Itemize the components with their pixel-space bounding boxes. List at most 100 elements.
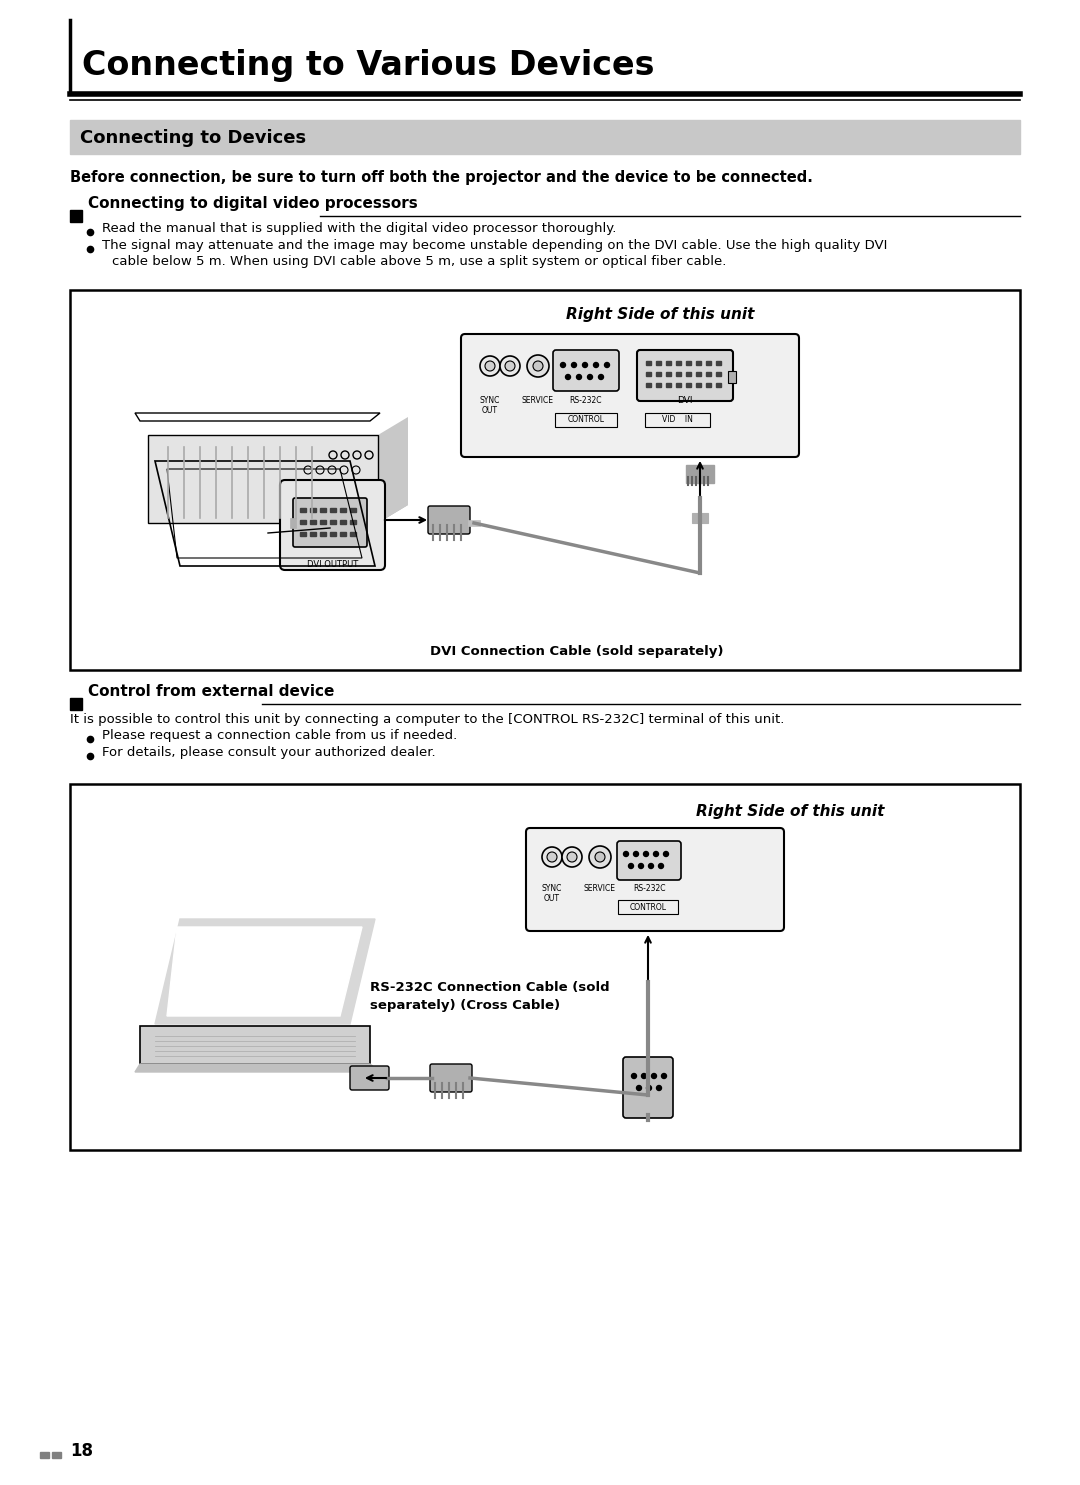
Circle shape [653,851,659,857]
Bar [148,435,378,523]
FancyBboxPatch shape [526,829,784,931]
Text: The signal may attenuate and the image may become unstable depending on the DVI : The signal may attenuate and the image m… [102,239,888,252]
Text: Please request a connection cable from us if needed.: Please request a connection cable from u… [102,729,457,742]
Bar [340,508,346,512]
Bar [70,209,82,221]
Text: CONTROL: CONTROL [630,903,666,912]
Bar [645,413,710,428]
Circle shape [534,361,543,371]
Circle shape [647,1086,651,1090]
Bar [300,508,306,512]
Circle shape [562,846,582,867]
Polygon shape [148,505,408,523]
Bar [618,900,678,913]
Bar [676,361,681,365]
Bar [468,520,480,526]
FancyBboxPatch shape [293,497,367,546]
Bar [666,361,671,365]
Bar [330,508,336,512]
Bar [656,373,661,376]
Bar [646,361,651,365]
Bar [696,361,701,365]
Bar [310,532,316,536]
Bar [70,290,1020,670]
Bar [656,361,661,365]
Bar [330,532,336,536]
FancyBboxPatch shape [430,1063,472,1091]
Circle shape [648,863,653,869]
FancyBboxPatch shape [617,841,681,881]
Bar [300,520,306,524]
Text: DVI Connection Cable (sold separately): DVI Connection Cable (sold separately) [430,644,724,658]
Bar [666,383,671,388]
Bar [656,383,661,388]
Bar [686,465,714,483]
Bar [696,383,701,388]
Circle shape [571,362,577,367]
FancyBboxPatch shape [461,334,799,457]
Bar [320,520,326,524]
Circle shape [546,852,557,861]
Bar [676,373,681,376]
Circle shape [623,851,629,857]
Circle shape [542,846,562,867]
FancyBboxPatch shape [350,1066,389,1090]
Bar [291,518,296,529]
Circle shape [505,361,515,371]
Circle shape [644,851,648,857]
Bar [686,361,691,365]
Bar [320,508,326,512]
Circle shape [659,863,663,869]
Circle shape [595,852,605,861]
Bar [340,532,346,536]
Circle shape [561,362,566,367]
Bar [350,508,356,512]
Circle shape [588,374,593,380]
Text: cable below 5 m. When using DVI cable above 5 m, use a split system or optical f: cable below 5 m. When using DVI cable ab… [112,255,727,267]
Circle shape [663,851,669,857]
Bar [716,361,721,365]
Bar [70,120,1020,154]
Bar [676,383,681,388]
Text: Connecting to digital video processors: Connecting to digital video processors [87,196,418,211]
Circle shape [480,356,500,376]
Circle shape [594,362,598,367]
Circle shape [636,1086,642,1090]
Bar [320,532,326,536]
Text: RS-232C: RS-232C [633,884,665,892]
FancyBboxPatch shape [553,350,619,391]
Bar [716,373,721,376]
Polygon shape [156,919,375,1025]
Circle shape [527,355,549,377]
Bar [696,373,701,376]
Text: For details, please consult your authorized dealer.: For details, please consult your authori… [102,745,435,759]
Circle shape [638,863,644,869]
Circle shape [598,374,604,380]
Bar [350,532,356,536]
Text: Read the manual that is supplied with the digital video processor thoroughly.: Read the manual that is supplied with th… [102,221,617,235]
Circle shape [661,1074,666,1078]
Polygon shape [135,1063,380,1072]
FancyBboxPatch shape [280,480,384,570]
Bar [310,508,316,512]
Circle shape [651,1074,657,1078]
Text: SERVICE: SERVICE [522,396,554,405]
Text: 18: 18 [70,1442,93,1460]
FancyBboxPatch shape [428,506,470,535]
Text: Connecting to Various Devices: Connecting to Various Devices [82,49,654,82]
Circle shape [642,1074,647,1078]
Circle shape [566,374,570,380]
Circle shape [567,852,577,861]
Circle shape [589,846,611,869]
Circle shape [605,362,609,367]
Circle shape [634,851,638,857]
Bar [300,532,306,536]
Text: Control from external device: Control from external device [87,685,335,699]
Bar [350,520,356,524]
Circle shape [577,374,581,380]
Bar [646,373,651,376]
Circle shape [582,362,588,367]
Text: SERVICE: SERVICE [584,884,616,892]
Text: RS-232C Connection Cable (sold: RS-232C Connection Cable (sold [370,982,609,993]
Circle shape [632,1074,636,1078]
